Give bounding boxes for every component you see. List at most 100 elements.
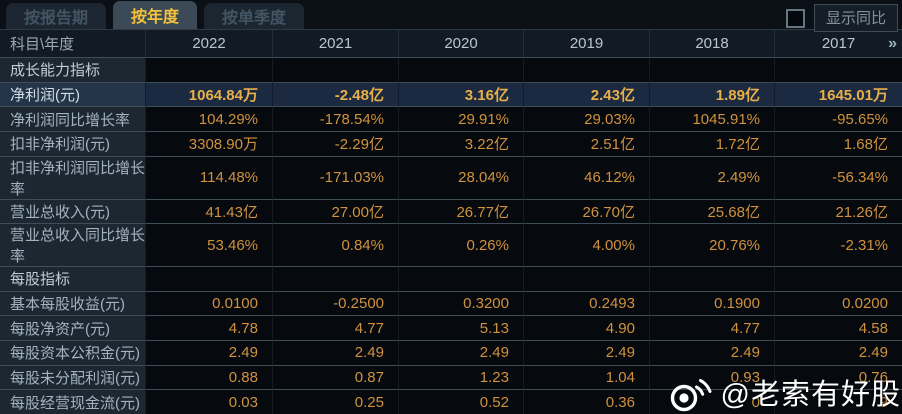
- cell-value: -0.2500: [272, 290, 398, 316]
- cell-value: 3308.90万: [145, 130, 272, 156]
- table-row[interactable]: 扣非净利润(元) 3308.90万 -2.29亿 3.22亿 2.51亿 1.72亿 1.6…: [0, 130, 902, 156]
- cell-value: 41.43亿: [145, 198, 272, 224]
- cell-value: 1064.84万: [145, 81, 272, 107]
- cell-value: -2.31%: [774, 223, 902, 267]
- cell-value: [774, 57, 902, 82]
- tab-by-year[interactable]: 按年度: [113, 1, 198, 29]
- section-row[interactable]: 成长能力指标: [0, 57, 902, 82]
- row-label: 净利润(元): [0, 81, 145, 107]
- row-label: 基本每股收益(元): [0, 290, 145, 316]
- cell-value: [145, 266, 272, 291]
- table-row[interactable]: 每股未分配利润(元) 0.88 0.87 1.23 1.04 0.93 0.76: [0, 364, 902, 390]
- cell-value: 3.22亿: [398, 130, 523, 156]
- cell-value: 29.03%: [523, 106, 649, 131]
- table-row[interactable]: 净利润同比增长率 104.29% -178.54% 29.91% 29.03% 1045.…: [0, 106, 902, 131]
- cell-value: 4.78: [145, 315, 272, 341]
- cell-value: -171.03%: [272, 155, 398, 199]
- cell-value: 2.49: [272, 340, 398, 365]
- cell-value: 2.51亿: [523, 130, 649, 156]
- cell-value: 2.43亿: [523, 81, 649, 107]
- row-label: 营业总收入(元): [0, 198, 145, 224]
- cell-value: 0.1900: [649, 290, 774, 316]
- cell-value: -2.29亿: [272, 130, 398, 156]
- cell-value: [398, 57, 523, 82]
- show-yoy-label[interactable]: 显示同比: [813, 4, 898, 32]
- row-label: 每股指标: [0, 266, 145, 291]
- row-label: 净利润同比增长率: [0, 106, 145, 131]
- cell-value: [398, 266, 523, 291]
- cell-value: 4.77: [649, 315, 774, 341]
- cell-value: 20.76%: [649, 223, 774, 267]
- year-column-header: 2018: [649, 30, 774, 57]
- cell-value: 2.49: [523, 340, 649, 365]
- year-column-header: 2022: [145, 30, 272, 57]
- row-label: 每股资本公积金(元): [0, 340, 145, 365]
- cell-value: 1.68亿: [774, 130, 902, 156]
- cell-value: 1.72亿: [649, 130, 774, 156]
- cell-value: 2.49%: [649, 155, 774, 199]
- cell-value: 26.70亿: [523, 198, 649, 224]
- cell-value: 0.93: [649, 364, 774, 390]
- cell-value: 4.00%: [523, 223, 649, 267]
- cell-value: 3.16亿: [398, 81, 523, 107]
- cell-value: 5.13: [398, 315, 523, 341]
- row-label: 扣非净利润(元): [0, 130, 145, 156]
- row-label: 扣非净利润同比增长率: [0, 155, 145, 199]
- cell-value: 4.58: [774, 315, 902, 341]
- cell-value: 0.0100: [145, 290, 272, 316]
- row-label: 每股经营现金流(元): [0, 389, 145, 414]
- cell-value: [145, 57, 272, 82]
- cell-value: 1645.01万: [774, 81, 902, 107]
- cell-value: 28.04%: [398, 155, 523, 199]
- cell-value: -95.65%: [774, 106, 902, 131]
- show-yoy-checkbox[interactable]: [785, 8, 805, 28]
- cell-value: 53.46%: [145, 223, 272, 267]
- row-label: 营业总收入同比增长率: [0, 223, 145, 267]
- table-row[interactable]: 每股经营现金流(元) 0.03 0.25 0.52 0.36 0 9: [0, 389, 902, 414]
- year-column-header: 2021: [272, 30, 398, 57]
- cell-value: 25.68亿: [649, 198, 774, 224]
- cell-value: [272, 266, 398, 291]
- cell-value: [272, 57, 398, 82]
- cell-value: 2.49: [398, 340, 523, 365]
- cell-value: 0.76: [774, 364, 902, 390]
- cell-value: 104.29%: [145, 106, 272, 131]
- cell-value: 2.49: [649, 340, 774, 365]
- cell-value: 0.2493: [523, 290, 649, 316]
- table-body: 成长能力指标 净利润(元) 1064.84万 -2.48亿 3.16亿 2.43亿 1.89…: [0, 57, 902, 414]
- tab-by-single-quarter[interactable]: 按单季度: [204, 3, 305, 29]
- cell-value: -178.54%: [272, 106, 398, 131]
- cell-value: 29.91%: [398, 106, 523, 131]
- cell-value: 2.49: [145, 340, 272, 365]
- cell-value: 27.00亿: [272, 198, 398, 224]
- cell-value: 0.36: [523, 389, 649, 414]
- section-row[interactable]: 每股指标: [0, 266, 902, 291]
- corner-header: 科目\年度: [10, 36, 75, 53]
- table-row[interactable]: 每股资本公积金(元) 2.49 2.49 2.49 2.49 2.49 2.49: [0, 340, 902, 365]
- table-row[interactable]: 净利润(元) 1064.84万 -2.48亿 3.16亿 2.43亿 1.89亿 1645.…: [0, 81, 902, 107]
- table-row[interactable]: 基本每股收益(元) 0.0100 -0.2500 0.3200 0.2493 0.1900…: [0, 290, 902, 316]
- cell-value: -2.48亿: [272, 81, 398, 107]
- cell-value: 1.89亿: [649, 81, 774, 107]
- year-column-header: 2017 »: [774, 30, 902, 57]
- table-row[interactable]: 营业总收入同比增长率 53.46% 0.84% 0.26% 4.00% 20.76% -2.…: [0, 223, 902, 267]
- tab-by-report-period[interactable]: 按报告期: [6, 3, 107, 29]
- table-row[interactable]: 营业总收入(元) 41.43亿 27.00亿 26.77亿 26.70亿 25.68亿 21…: [0, 198, 902, 224]
- cell-value: [774, 266, 902, 291]
- more-years-icon[interactable]: »: [888, 34, 897, 52]
- cell-value: 0.26%: [398, 223, 523, 267]
- cell-value: 2.49: [774, 340, 902, 365]
- table-row[interactable]: 每股净资产(元) 4.78 4.77 5.13 4.90 4.77 4.58: [0, 315, 902, 341]
- cell-value: 0: [649, 389, 774, 414]
- cell-value: [649, 266, 774, 291]
- year-column-header: 2019: [523, 30, 649, 57]
- cell-value: 1.04: [523, 364, 649, 390]
- cell-value: 114.48%: [145, 155, 272, 199]
- cell-value: 0.87: [272, 364, 398, 390]
- cell-value: 0.3200: [398, 290, 523, 316]
- cell-value: 9: [774, 389, 902, 414]
- table-row[interactable]: 扣非净利润同比增长率 114.48% -171.03% 28.04% 46.12% 2.4…: [0, 155, 902, 199]
- row-label: 成长能力指标: [0, 57, 145, 82]
- cell-value: [523, 57, 649, 82]
